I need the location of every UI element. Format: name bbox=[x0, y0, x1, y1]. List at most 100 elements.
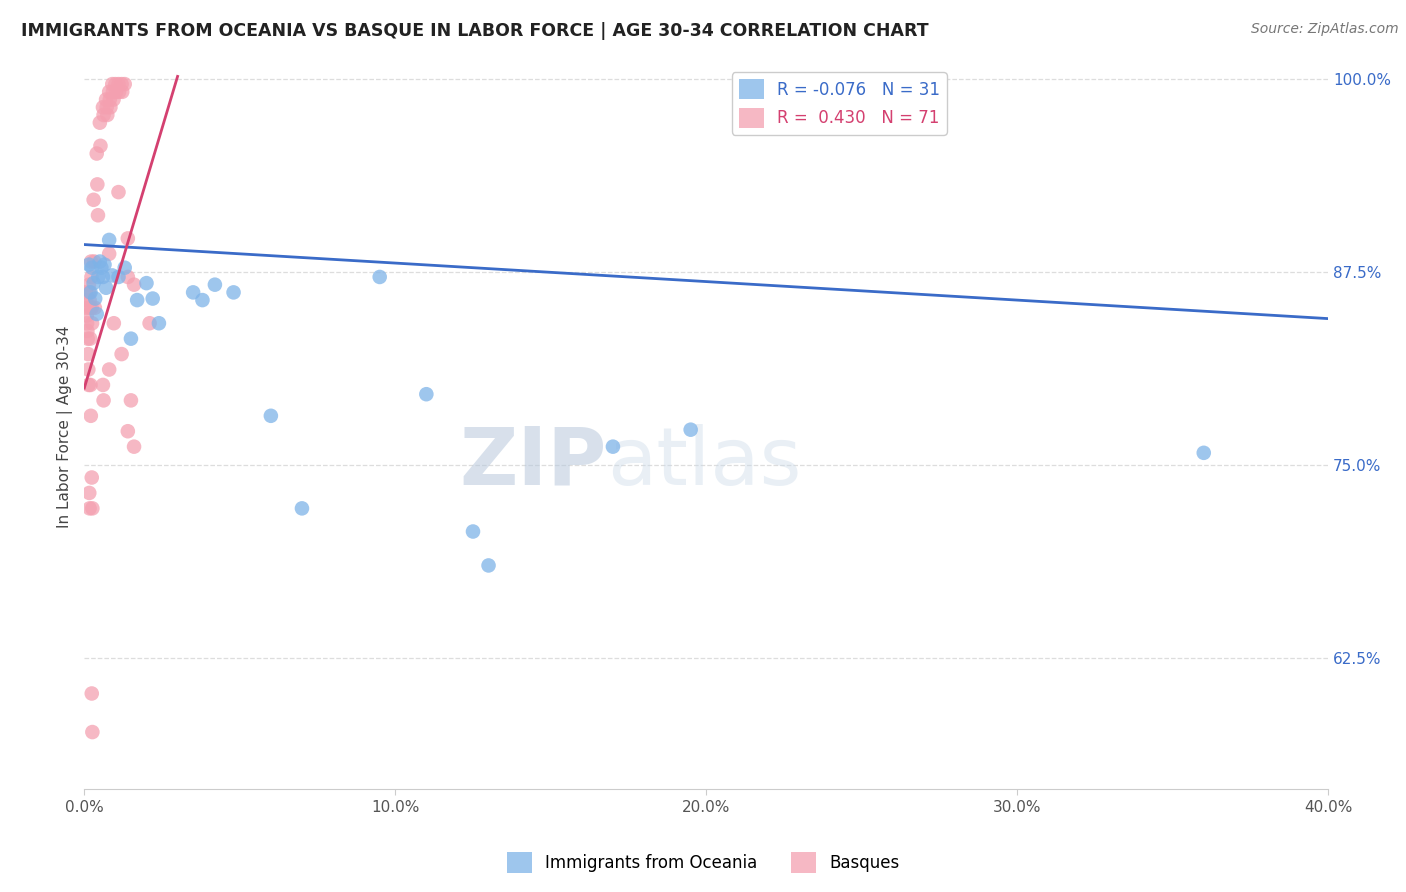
Point bbox=[120, 332, 142, 346]
Point bbox=[77, 486, 100, 500]
Point bbox=[79, 378, 101, 392]
Point bbox=[87, 269, 110, 284]
Point bbox=[117, 231, 139, 245]
Point bbox=[135, 276, 157, 290]
Point bbox=[100, 100, 122, 114]
Point bbox=[110, 347, 132, 361]
Point bbox=[80, 470, 103, 484]
Point bbox=[75, 285, 97, 300]
Point bbox=[79, 301, 101, 315]
Point bbox=[80, 269, 103, 284]
Point bbox=[83, 193, 105, 207]
Point bbox=[98, 93, 121, 107]
Point bbox=[89, 116, 111, 130]
Point bbox=[117, 424, 139, 438]
Point bbox=[104, 77, 127, 91]
Point bbox=[91, 378, 114, 392]
Point bbox=[114, 260, 136, 275]
Point bbox=[91, 100, 114, 114]
Point bbox=[86, 178, 108, 192]
Point bbox=[80, 316, 103, 330]
Point bbox=[105, 85, 128, 99]
Text: IMMIGRANTS FROM OCEANIA VS BASQUE IN LABOR FORCE | AGE 30-34 CORRELATION CHART: IMMIGRANTS FROM OCEANIA VS BASQUE IN LAB… bbox=[21, 22, 929, 40]
Legend: R = -0.076   N = 31, R =  0.430   N = 71: R = -0.076 N = 31, R = 0.430 N = 71 bbox=[733, 72, 946, 135]
Point bbox=[76, 316, 98, 330]
Legend: Immigrants from Oceania, Basques: Immigrants from Oceania, Basques bbox=[501, 846, 905, 880]
Point bbox=[82, 725, 104, 739]
Point bbox=[93, 108, 115, 122]
Point bbox=[138, 316, 160, 330]
Point bbox=[127, 293, 149, 307]
Point bbox=[93, 258, 115, 272]
Point bbox=[96, 108, 118, 122]
Point bbox=[101, 77, 124, 91]
Point bbox=[77, 277, 100, 292]
Point bbox=[80, 301, 103, 315]
Point bbox=[75, 301, 97, 315]
Point bbox=[86, 146, 108, 161]
Point bbox=[120, 393, 142, 408]
Point bbox=[79, 293, 101, 307]
Point bbox=[80, 409, 103, 423]
Point bbox=[204, 277, 226, 292]
Point bbox=[80, 686, 103, 700]
Point bbox=[122, 277, 145, 292]
Point bbox=[191, 293, 214, 307]
Point bbox=[84, 292, 107, 306]
Point bbox=[77, 362, 100, 376]
Point bbox=[89, 138, 111, 153]
Point bbox=[368, 269, 391, 284]
Point bbox=[80, 254, 103, 268]
Point bbox=[75, 293, 97, 307]
Point bbox=[679, 423, 702, 437]
Point bbox=[98, 362, 121, 376]
Point bbox=[83, 276, 105, 290]
Point bbox=[461, 524, 484, 539]
Point bbox=[94, 93, 117, 107]
Point bbox=[101, 85, 124, 99]
Point bbox=[91, 269, 114, 284]
Point bbox=[76, 795, 98, 809]
Point bbox=[90, 260, 112, 275]
Point bbox=[77, 347, 100, 361]
Point bbox=[415, 387, 437, 401]
Point bbox=[79, 332, 101, 346]
Point bbox=[98, 247, 121, 261]
Point bbox=[80, 260, 103, 275]
Point bbox=[181, 285, 204, 300]
Point bbox=[107, 77, 129, 91]
Point bbox=[87, 208, 110, 222]
Point bbox=[103, 316, 125, 330]
Text: Source: ZipAtlas.com: Source: ZipAtlas.com bbox=[1251, 22, 1399, 37]
Point bbox=[94, 281, 117, 295]
Point bbox=[86, 307, 108, 321]
Point bbox=[148, 316, 170, 330]
Point bbox=[82, 501, 104, 516]
Point bbox=[260, 409, 283, 423]
Point bbox=[107, 269, 129, 284]
Point bbox=[222, 285, 245, 300]
Point bbox=[122, 440, 145, 454]
Point bbox=[83, 254, 105, 268]
Point bbox=[101, 268, 124, 283]
Point bbox=[93, 393, 115, 408]
Point bbox=[79, 285, 101, 300]
Point bbox=[98, 85, 121, 99]
Point bbox=[114, 77, 136, 91]
Point bbox=[77, 258, 100, 272]
Point bbox=[98, 233, 121, 247]
Point bbox=[77, 378, 100, 392]
Point bbox=[110, 77, 132, 91]
Point bbox=[76, 324, 98, 338]
Point bbox=[76, 332, 98, 346]
Point bbox=[76, 309, 98, 323]
Point bbox=[89, 254, 111, 268]
Point bbox=[602, 440, 624, 454]
Point bbox=[1192, 446, 1215, 460]
Text: atlas: atlas bbox=[607, 424, 801, 502]
Point bbox=[108, 85, 131, 99]
Point bbox=[117, 269, 139, 284]
Y-axis label: In Labor Force | Age 30-34: In Labor Force | Age 30-34 bbox=[58, 326, 73, 528]
Point bbox=[83, 301, 105, 315]
Point bbox=[107, 185, 129, 199]
